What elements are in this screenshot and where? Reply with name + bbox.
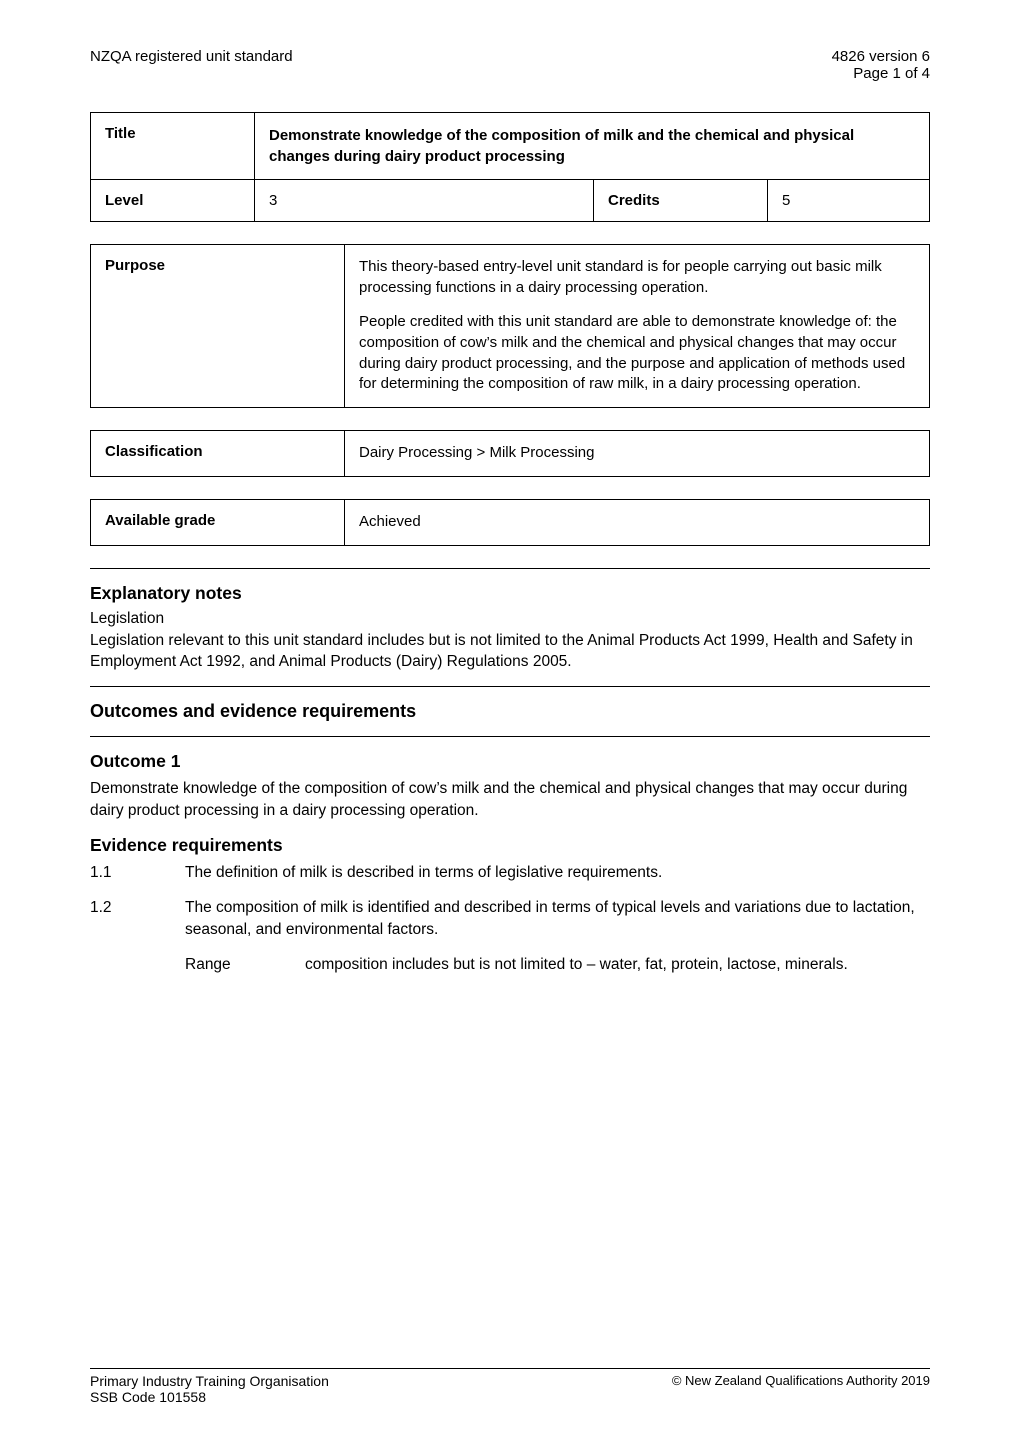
- header-right: 4826 version 6 Page 1 of 4: [832, 48, 930, 82]
- available-grade-table: Available grade Achieved: [90, 499, 930, 546]
- purpose-para2: People credited with this unit standard …: [359, 313, 905, 392]
- requirement-text: The definition of milk is described in t…: [185, 862, 930, 883]
- header-page-num: Page 1 of 4: [832, 65, 930, 82]
- page-header: NZQA registered unit standard 4826 versi…: [90, 48, 930, 82]
- explanatory-heading: Explanatory notes: [90, 583, 930, 604]
- range-label: Range: [185, 954, 305, 975]
- page: NZQA registered unit standard 4826 versi…: [0, 0, 1020, 1443]
- title-label: Title: [91, 113, 255, 180]
- outcomes-heading: Outcomes and evidence requirements: [90, 701, 930, 722]
- requirement-num: 1.2: [90, 897, 185, 940]
- footer-left: Primary Industry Training Organisation S…: [90, 1373, 329, 1405]
- page-footer: Primary Industry Training Organisation S…: [90, 1368, 930, 1405]
- range-text: composition includes but is not limited …: [305, 954, 930, 975]
- available-grade-value: Achieved: [345, 499, 930, 545]
- header-left: NZQA registered unit standard: [90, 48, 293, 82]
- legislation-label: Legislation: [90, 610, 930, 628]
- title-row: Title Demonstrate knowledge of the compo…: [91, 113, 930, 180]
- legislation-text: Legislation relevant to this unit standa…: [90, 630, 930, 673]
- title-table: Title Demonstrate knowledge of the compo…: [90, 112, 930, 222]
- available-grade-label: Available grade: [91, 499, 345, 545]
- range-row: Range composition includes but is not li…: [90, 954, 930, 975]
- footer-right: © New Zealand Qualifications Authority 2…: [672, 1373, 930, 1405]
- requirement-row: 1.1 The definition of milk is described …: [90, 862, 930, 883]
- footer-org: Primary Industry Training Organisation: [90, 1373, 329, 1389]
- requirement-row: 1.2 The composition of milk is identifie…: [90, 897, 930, 940]
- title-value: Demonstrate knowledge of the composition…: [255, 113, 930, 180]
- divider-2: [90, 686, 930, 687]
- credits-label: Credits: [594, 180, 768, 222]
- classification-table: Classification Dairy Processing > Milk P…: [90, 430, 930, 477]
- classification-label: Classification: [91, 431, 345, 477]
- footer-ssb: SSB Code 101558: [90, 1389, 329, 1405]
- range-indent: [90, 954, 185, 975]
- divider-1: [90, 568, 930, 569]
- requirement-num: 1.1: [90, 862, 185, 883]
- purpose-label: Purpose: [91, 245, 345, 408]
- requirement-text: The composition of milk is identified an…: [185, 897, 930, 940]
- outcome1-label: Outcome 1: [90, 751, 930, 772]
- evidence-heading: Evidence requirements: [90, 835, 930, 856]
- level-label: Level: [91, 180, 255, 222]
- purpose-table: Purpose This theory-based entry-level un…: [90, 244, 930, 408]
- credits-value: 5: [768, 180, 930, 222]
- divider-3: [90, 736, 930, 737]
- footer-row: Primary Industry Training Organisation S…: [90, 1373, 930, 1405]
- purpose-body: This theory-based entry-level unit stand…: [345, 245, 930, 408]
- outcome1-text: Demonstrate knowledge of the composition…: [90, 778, 930, 821]
- purpose-para1: This theory-based entry-level unit stand…: [359, 258, 882, 296]
- available-grade-row: Available grade Achieved: [91, 499, 930, 545]
- footer-divider: [90, 1368, 930, 1369]
- purpose-row: Purpose This theory-based entry-level un…: [91, 245, 930, 408]
- level-value: 3: [255, 180, 594, 222]
- classification-row: Classification Dairy Processing > Milk P…: [91, 431, 930, 477]
- level-credits-row: Level 3 Credits 5: [91, 180, 930, 222]
- classification-value: Dairy Processing > Milk Processing: [345, 431, 930, 477]
- header-std-version: 4826 version 6: [832, 48, 930, 65]
